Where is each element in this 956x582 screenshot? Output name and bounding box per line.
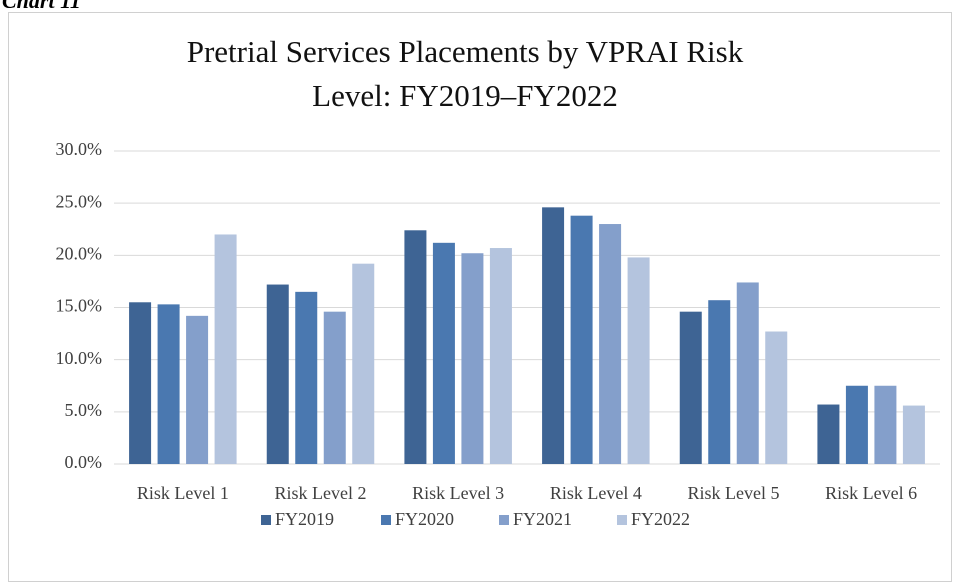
bar <box>157 304 180 464</box>
bar <box>874 385 897 464</box>
legend-swatch <box>261 515 271 525</box>
legend-swatch <box>499 515 509 525</box>
bar <box>679 311 702 464</box>
x-tick-label: Risk Level 1 <box>137 483 229 503</box>
bar <box>129 302 152 464</box>
x-tick-label: Risk Level 6 <box>825 483 917 503</box>
x-tick-label: Risk Level 5 <box>688 483 780 503</box>
x-tick-label: Risk Level 3 <box>412 483 504 503</box>
bar <box>404 230 427 464</box>
x-tick-label: Risk Level 2 <box>275 483 367 503</box>
y-tick-label: 30.0% <box>56 139 103 159</box>
bar <box>186 315 209 464</box>
bar <box>902 405 925 464</box>
y-tick-label: 25.0% <box>56 191 103 211</box>
chart-title: Pretrial Services Placements by VPRAI Ri… <box>186 34 744 113</box>
bar <box>352 263 375 464</box>
legend-label: FY2021 <box>513 509 572 529</box>
bar <box>214 234 237 464</box>
bar <box>323 311 346 464</box>
y-tick-label: 20.0% <box>56 243 103 263</box>
bar <box>542 207 565 464</box>
legend-swatch <box>381 515 391 525</box>
bar <box>599 224 622 464</box>
bar <box>266 284 289 464</box>
bar <box>736 282 759 464</box>
legend-label: FY2020 <box>395 509 454 529</box>
bar <box>432 242 455 464</box>
bar <box>295 291 318 464</box>
legend-label: FY2019 <box>275 509 334 529</box>
legend-label: FY2022 <box>631 509 690 529</box>
bar <box>765 331 788 464</box>
legend-swatch <box>617 515 627 525</box>
y-tick-label: 0.0% <box>65 452 103 472</box>
bar <box>570 215 593 464</box>
y-tick-label: 10.0% <box>56 348 103 368</box>
bar <box>489 248 512 464</box>
bar <box>627 257 650 464</box>
x-tick-label: Risk Level 4 <box>550 483 642 503</box>
y-tick-label: 5.0% <box>65 400 103 420</box>
bar <box>708 300 731 464</box>
bar <box>845 385 868 464</box>
y-tick-label: 15.0% <box>56 296 103 316</box>
bar <box>817 404 840 464</box>
bar <box>461 253 484 464</box>
chart-caption: Chart 11 <box>2 0 81 13</box>
